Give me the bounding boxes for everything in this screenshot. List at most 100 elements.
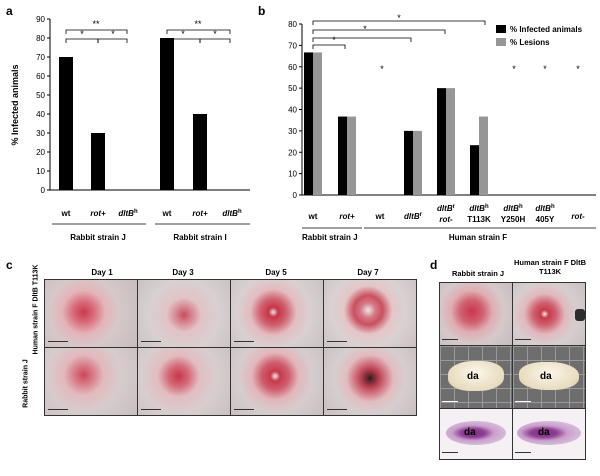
photo-day5-human [230,279,324,348]
da-label-4: da [538,427,550,438]
b-legend-swatch-2 [496,38,506,46]
b-xtick-2: rot+ [339,212,355,221]
row-label-2: Rabbit strain J [22,359,30,408]
b-bar-lesions [479,116,488,195]
a-ytick-label: 40 [36,110,45,119]
a-sig-2: * [80,29,84,39]
b-group-1: Rabbit strain J [302,233,358,242]
a-sig-3: * [111,29,115,39]
panel-label-d: d [430,258,438,272]
a-bar [160,38,174,190]
b-xtick-3: wt [375,212,385,221]
a-ytick-label: 20 [36,148,45,157]
b-ytick-label: 70 [288,41,297,50]
d-organ-human [512,345,586,409]
photo-day7-rabbit [323,347,417,416]
b-bar-lesions [313,52,322,196]
b-xtick-6a: dltBh [469,204,489,213]
a-bar [91,133,105,190]
scale-bar [327,409,347,410]
b-xtick-5b: rot- [439,215,453,224]
b-bracket-2 [312,29,446,34]
d-organ-rabbit [439,345,513,409]
a-bar [193,114,207,190]
b-xtick-9: rot- [571,212,585,221]
a-xtick-1: wt [61,209,71,218]
a-sig-6: * [213,29,217,39]
scale-bar [442,452,458,453]
a-group-1: Rabbit strain J [70,233,126,242]
day-label-4: Day 7 [357,268,379,277]
a-sig-1: ** [92,19,100,29]
scale-bar [141,409,161,410]
b-bracket-1 [312,20,486,25]
b-bar-lesions [347,116,356,195]
b-ytick-label: 60 [288,63,297,72]
row-label-1: Human strain F DltB T113K [32,264,40,355]
scale-bar [327,341,347,342]
panel-label-a: a [6,4,13,18]
d-organ-shape [448,361,504,391]
photo-day1-rabbit [44,347,138,416]
a-xtick-4: wt [162,209,172,218]
b-sig-1: * [397,13,401,23]
b-xtick-1: wt [308,212,318,221]
b-ytick-label: 50 [288,84,297,93]
b-legend-swatch-1 [496,25,506,33]
b-xtick-6b: T113K [467,215,491,224]
b-ytick-label: 40 [288,106,297,115]
scale-bar [234,341,254,342]
a-ylabel: % Infected animals [10,64,20,145]
scale-bar [515,401,531,402]
b-xtick-7b: Y250H [501,215,526,224]
da-label-2: da [540,371,552,382]
a-bracket-4 [166,29,231,34]
photo-day1-human [44,279,138,348]
b-bar-infected [404,130,413,195]
d-skin-rabbit [439,282,513,346]
a-ytick-label: 30 [36,129,45,138]
d-histo-human [512,408,586,460]
d-histo-shape [446,421,506,445]
a-sig-4: ** [194,19,202,29]
b-ytick-label: 0 [293,191,298,200]
scale-bar [515,452,531,453]
day-label-2: Day 3 [172,268,194,277]
d-histo-shape [517,421,581,445]
b-sig-6: * [512,64,516,74]
scale-bar [234,409,254,410]
b-bar-infected [470,145,479,195]
a-ytick-label: 60 [36,72,45,81]
b-sig-5: * [380,64,384,74]
a-ytick-label: 90 [36,15,45,24]
scale-bar [48,409,68,410]
a-ytick-label: 50 [36,91,45,100]
d-organ-shape [519,362,579,390]
b-group-2: Human strain F [449,233,507,242]
day-label-3: Day 5 [265,268,287,277]
d-dark-mark [575,309,585,321]
a-ytick-label: 10 [36,167,45,176]
scale-bar [141,341,161,342]
a-bracket-6 [199,38,231,43]
d-col-label-2: Human strain F DltB T113K [513,258,587,276]
photo-day7-human [323,279,417,348]
photo-day5-rabbit [230,347,324,416]
b-ytick-label: 30 [288,127,297,136]
day-label-1: Day 1 [91,268,113,277]
b-xtick-8a: dltBh [535,204,555,213]
a-xtick-6: dltBh [222,209,242,218]
d-skin-human [512,282,586,346]
panel-label-b: b [258,4,266,18]
a-xtick-2: rot+ [90,209,106,218]
b-xtick-8b: 405Y [536,215,555,224]
a-bracket-2 [65,38,99,43]
a-ytick-label: 0 [41,186,46,195]
a-bracket-3 [97,38,128,43]
b-legend-label-2: % Lesions [510,38,550,47]
b-legend-label-1: % Infected animals [510,25,583,34]
da-label-1: da [467,371,479,382]
b-ytick-label: 80 [288,20,297,29]
b-bar-infected [304,52,313,196]
